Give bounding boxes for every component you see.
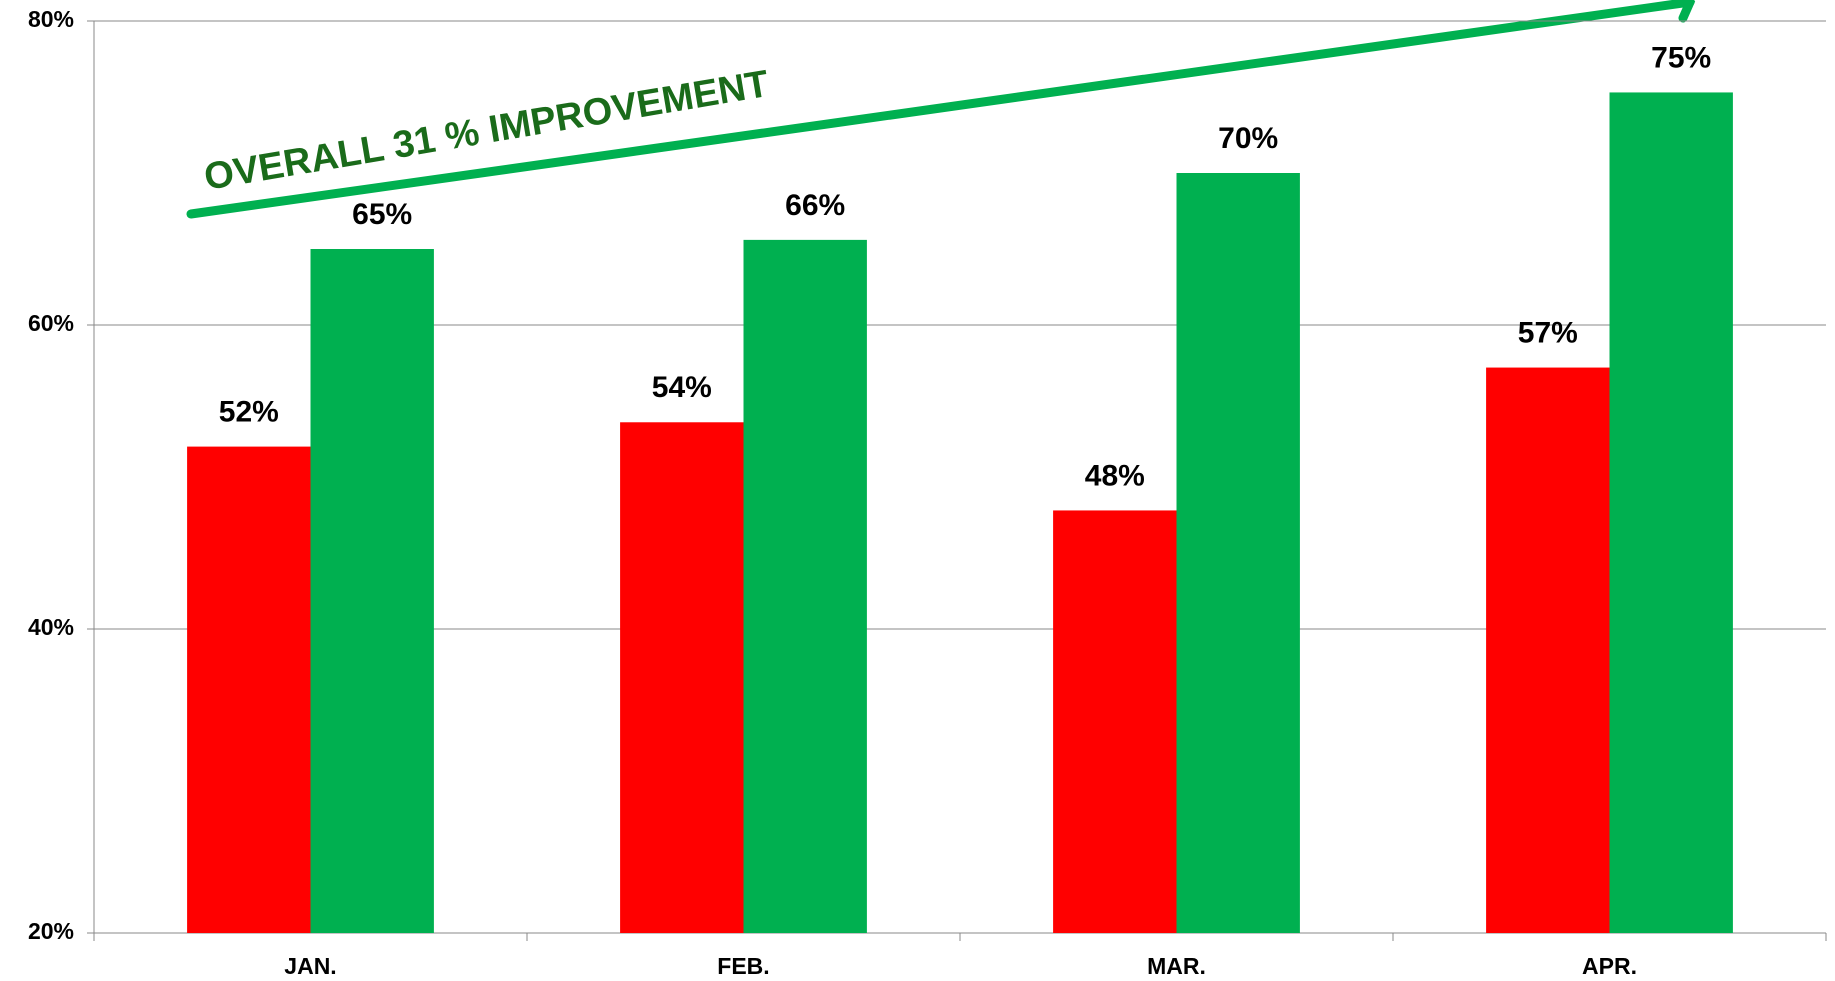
x-tick-label: FEB.: [717, 953, 769, 979]
trend-arrow: [186, 0, 1695, 219]
bar: [1486, 367, 1610, 933]
value-label: 70%: [1218, 122, 1278, 155]
value-label: 66%: [785, 189, 845, 222]
x-tick-label: APR.: [1582, 953, 1637, 979]
bar: [1176, 173, 1300, 933]
bar: [620, 422, 744, 933]
y-tick-label: 40%: [28, 614, 74, 640]
y-tick-label: 20%: [28, 918, 74, 944]
y-tick-label: 60%: [28, 310, 74, 336]
value-label: 75%: [1651, 41, 1711, 74]
arrow-head: [1678, 0, 1696, 23]
bar: [187, 446, 311, 933]
y-tick-label: 80%: [28, 6, 74, 32]
value-label: 54%: [652, 371, 712, 404]
bar: [743, 239, 867, 933]
bar: [310, 249, 434, 933]
annotation: OVERALL 31 % IMPROVEMENT: [201, 63, 772, 199]
x-tick-label: MAR.: [1147, 953, 1206, 979]
value-label: 57%: [1518, 316, 1578, 349]
bar: [1053, 510, 1177, 933]
value-label: 65%: [352, 198, 412, 231]
bar: [1609, 92, 1733, 933]
value-label: 48%: [1085, 459, 1145, 492]
value-label: 52%: [219, 396, 279, 429]
x-tick-label: JAN.: [284, 953, 336, 979]
